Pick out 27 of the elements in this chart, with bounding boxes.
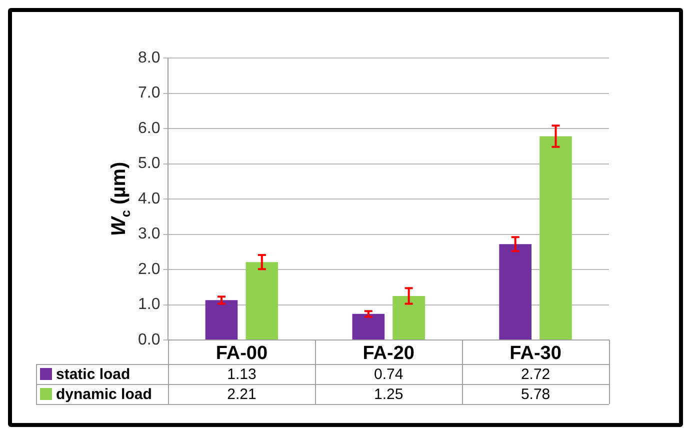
data-label: 0.74	[374, 366, 404, 384]
bar	[205, 300, 238, 340]
bar	[392, 296, 425, 340]
bar	[352, 314, 385, 340]
legend-label: dynamic load	[56, 386, 152, 404]
y-tick-label: 1.0	[138, 296, 160, 314]
y-tick-label: 0.0	[138, 331, 160, 348]
y-tick-label: 5.0	[138, 155, 160, 172]
y-tick-label: 3.0	[138, 226, 160, 243]
legend-label: static load	[56, 366, 130, 384]
data-label: 1.13	[227, 366, 256, 384]
bar	[499, 244, 532, 340]
y-tick-label: 6.0	[138, 120, 160, 137]
bar	[246, 262, 278, 340]
y-axis-title: Wc (µm)	[108, 162, 134, 236]
x-tick-label: FA-20	[362, 343, 414, 364]
x-tick-label: FA-00	[216, 343, 268, 364]
y-tick-label: 2.0	[138, 260, 160, 278]
bar	[540, 136, 572, 340]
x-tick-label: FA-30	[510, 343, 562, 364]
data-label: 1.25	[374, 386, 404, 404]
y-tick-label: 4.0	[138, 190, 160, 208]
y-tick-label: 8.0	[138, 49, 160, 66]
y-tick-label: 7.0	[138, 84, 160, 102]
data-label: 5.78	[520, 386, 550, 404]
data-label: 2.21	[227, 386, 256, 404]
data-label: 2.72	[520, 366, 550, 384]
